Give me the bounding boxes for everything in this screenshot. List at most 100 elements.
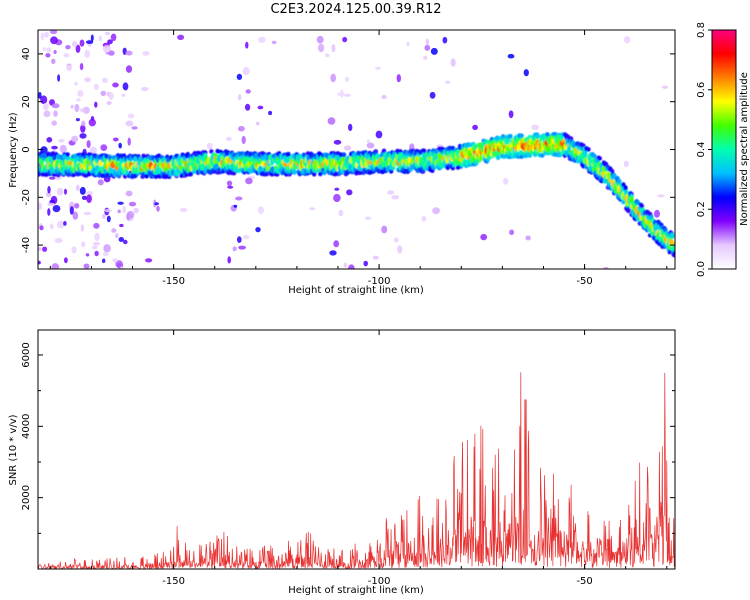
spectrogram-cell (238, 126, 245, 132)
spectrogram-cell (77, 90, 84, 97)
spectrogram-cell (429, 91, 436, 99)
spectrogram-cell (381, 225, 388, 234)
spectrogram-cell (85, 191, 94, 196)
spectrogram-cell (51, 58, 56, 64)
spectrogram-cell (127, 137, 131, 146)
spectrogram-cell (47, 186, 51, 194)
spectrogram-cell (381, 94, 387, 100)
colorbar-tick-label: 0.6 (696, 82, 707, 98)
spectrogram-cell (331, 44, 336, 53)
spectrogram-cell (49, 223, 54, 230)
spectrogram-cell (241, 135, 246, 145)
spectrogram-cell (387, 190, 395, 195)
spectrogram-cell (50, 36, 58, 45)
x-tick-label: -100 (368, 276, 391, 287)
spectrogram-cell (97, 179, 104, 186)
spectrogram-cell (364, 216, 372, 220)
spectrogram-cell (480, 233, 488, 241)
spectrogram-cell (74, 103, 80, 113)
spectrogram-cell (316, 35, 324, 44)
spectrogram-cell (94, 101, 98, 108)
spectrogram-cell (54, 237, 63, 244)
spectrogram-cell (106, 215, 111, 223)
spectrogram-cell (108, 50, 115, 56)
spectrogram-cell (118, 237, 125, 242)
spectrogram-cell (128, 113, 135, 119)
spectrogram-cell (90, 116, 95, 121)
spectrogram-cell (52, 205, 61, 213)
spectrogram-cell (104, 208, 112, 213)
spectrogram-cell (86, 40, 94, 44)
spectrogram-cell (47, 208, 51, 216)
spectrogram-cell (49, 176, 56, 180)
spectrogram-cell (348, 264, 355, 269)
colorbar-ticks: 0.0 0.2 0.4 0.6 0.8 (696, 22, 712, 277)
spectrogram-cell (635, 200, 640, 205)
spectrogram-cell (421, 215, 427, 222)
spectrogram-cell (226, 136, 232, 141)
spectrogram-cell (523, 69, 529, 77)
spectrogram-cell (81, 241, 86, 248)
spectrogram-cell (188, 171, 194, 177)
spectrogram-cell (639, 203, 645, 209)
spectrogram-cell (88, 118, 97, 127)
spectrogram-cell (53, 50, 57, 54)
spectrogram-cell (42, 103, 49, 111)
spectrogram-cell (38, 202, 43, 210)
spectrogram-cell (102, 213, 106, 220)
spectrogram-cell (245, 89, 251, 94)
spectrogram-cell (117, 209, 121, 214)
spectrogram-cell (83, 263, 90, 269)
spectrogram-cell (535, 133, 541, 139)
spectrogram-cell (393, 237, 399, 243)
snr-y-ticks: 2000 4000 6000 (21, 342, 675, 534)
spectrogram-cell (271, 40, 277, 45)
spectrogram-cell (626, 208, 631, 214)
chart-title: C2E3.2024.125.00.39.R12 (270, 2, 442, 17)
spectrogram-cell (64, 257, 68, 264)
spectrogram-cell (51, 103, 60, 109)
spectrogram-cell (79, 39, 85, 47)
spectrogram-cell (257, 206, 264, 214)
spectrogram-cell (233, 204, 238, 208)
spectrogram-cell (75, 118, 80, 122)
spectrogram-cell (257, 105, 264, 110)
spectrogram-cell (90, 34, 94, 42)
spectrogram-cell (237, 236, 242, 244)
spectrogram-cell (65, 152, 70, 157)
colorbar-fill (712, 30, 736, 269)
spectrogram-cell (495, 155, 501, 161)
spectrogram-cell (325, 53, 330, 58)
spectrogram-cell (623, 160, 629, 168)
spectrogram-cell (206, 142, 213, 150)
spectrogram-cell (104, 31, 111, 36)
spectrogram-cell (421, 148, 427, 154)
spectrogram-cell (436, 144, 444, 148)
spectrogram-cell (346, 189, 353, 196)
spectrogram-cell (81, 195, 88, 200)
spectrogram-cell (586, 147, 591, 152)
spectrogram-cell (38, 260, 41, 265)
spectrogram-cell (245, 41, 249, 49)
spectrogram-cell (74, 81, 78, 86)
spectrogram-cell (92, 242, 101, 246)
spectrogram-cell (80, 224, 85, 232)
spectrogram-cell (79, 63, 84, 71)
spectrogram-cell (286, 151, 291, 157)
spectrogram-cell (86, 194, 92, 203)
spectrogram-cell (318, 171, 323, 177)
spectrogram-cell (128, 201, 137, 207)
spectrogram-cell (91, 245, 98, 250)
spectrogram-cell (255, 227, 261, 233)
spectrogram-cell (348, 123, 353, 131)
spectrogram-cell (425, 38, 430, 46)
spectrogram-cell (98, 35, 103, 42)
colorbar-tick-label: 0.4 (696, 142, 707, 158)
spectrogram-cell (53, 175, 62, 181)
spectrogram-cell (227, 185, 234, 189)
x-tick-label: -100 (368, 576, 391, 587)
spectrogram-cell (235, 196, 243, 201)
spectrogram-cell (63, 221, 67, 226)
spectrogram-cell (245, 177, 253, 185)
